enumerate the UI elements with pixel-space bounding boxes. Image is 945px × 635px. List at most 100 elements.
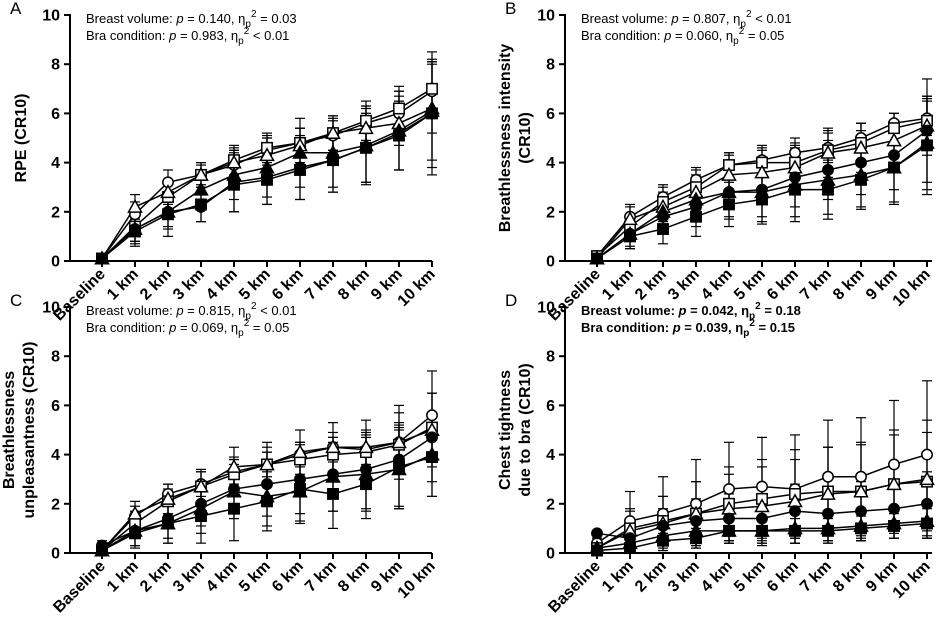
y-tick-label: 2 [51,204,60,221]
x-tick-label-3-km: 3 km [170,558,208,596]
y-tick-label: 8 [546,349,555,366]
data-point-square-open [393,102,405,115]
data-point-triangle-filled [193,181,209,196]
data-point-square-filled [789,183,801,196]
x-tick-label-3-km: 3 km [665,558,703,596]
data-point-triangle-open [259,456,275,471]
data-point-circle-filled [855,156,867,169]
data-point-square-filled [591,544,603,557]
data-point-triangle-open [754,164,770,179]
x-tick-label-8-km: 8 km [830,266,868,304]
data-point-circle-filled [921,497,933,510]
stats-annotation: Bra condition: p = 0.983, ηp2 < 0.01 [86,26,289,47]
x-tick-label-baseline: Baseline [50,558,109,617]
x-tick-label-7-km: 7 km [302,558,340,596]
y-tick-label: 10 [42,8,60,25]
series-markers [589,448,935,557]
x-tick-label-baseline: Baseline [545,558,604,617]
data-point-circle-filled [723,512,735,525]
data-point-square-filled [162,208,174,221]
data-point-circle-filled [822,507,834,520]
stats-annotation: Breast volume: p = 0.140, ηp2 = 0.03 [86,9,297,30]
data-point-circle-filled [756,512,768,525]
y-axis-label: (CR10) [517,112,534,164]
x-tick-label-10-km: 10 km [395,266,439,310]
x-tick-label-6-km: 6 km [764,558,802,596]
data-point-square-filled [426,107,438,120]
x-tick-label-3-km: 3 km [665,266,703,304]
data-point-square-filled [426,451,438,464]
x-tick-label-8-km: 8 km [335,266,373,304]
series-markers [94,82,440,265]
data-point-triangle-open [127,505,143,520]
data-point-circle-filled [888,502,900,515]
y-tick-label: 8 [51,349,60,366]
x-tick-label-6-km: 6 km [764,266,802,304]
x-tick-label-10-km: 10 km [395,558,439,602]
data-point-circle-filled [888,149,900,162]
data-point-square-filled [591,252,603,265]
x-tick-label-6-km: 6 km [269,558,307,596]
data-point-triangle-open [325,125,341,140]
x-tick-label-4-km: 4 km [203,558,241,596]
data-point-triangle-open [721,166,737,181]
data-point-triangle-open [886,476,902,491]
data-point-triangle-open [193,166,209,181]
y-tick-label: 4 [51,447,60,464]
y-tick-label: 0 [546,546,555,563]
data-point-square-filled [327,488,339,500]
data-point-circle-filled [921,124,933,137]
y-tick-label: 4 [546,447,555,464]
data-point-circle-filled [591,527,603,540]
x-tick-label-5-km: 5 km [236,266,274,304]
x-tick-label-4-km: 4 km [203,266,241,304]
x-tick-label-2-km: 2 km [632,266,670,304]
x-tick-label-4-km: 4 km [698,266,736,304]
y-tick-label: 6 [51,106,60,123]
data-point-square-filled [195,198,207,211]
x-tick-label-1-km: 1 km [599,266,637,304]
data-point-triangle-open [160,184,176,199]
data-point-triangle-filled [721,184,737,199]
data-point-triangle-filled [259,159,275,174]
data-point-triangle-open [391,434,407,449]
stats-annotation: Breast volume: p = 0.042, ηp2 = 0.18 [581,301,801,322]
data-point-square-filled [921,517,933,530]
data-point-triangle-filled [325,468,341,483]
data-point-triangle-open [358,120,374,135]
data-point-triangle-open [160,490,176,505]
y-tick-label: 0 [546,254,555,271]
data-point-triangle-open [292,444,308,459]
x-tick-label-2-km: 2 km [137,558,175,596]
y-tick-label: 2 [546,496,555,513]
y-tick-label: 6 [51,398,60,415]
data-point-square-filled [855,522,867,535]
x-tick-label-2-km: 2 km [137,266,175,304]
x-tick-label-7-km: 7 km [797,266,835,304]
data-point-circle-open [822,470,834,483]
data-point-circle-open [921,448,933,461]
y-tick-label: 8 [546,57,555,74]
y-tick-label: 0 [51,546,60,563]
x-tick-label-5-km: 5 km [731,266,769,304]
data-point-circle-filled [261,478,273,491]
x-tick-label-1-km: 1 km [599,558,637,596]
x-tick-label-5-km: 5 km [731,558,769,596]
data-point-square-filled [822,183,834,196]
data-point-square-filled [789,524,801,537]
data-point-circle-open [756,480,768,493]
data-point-square-filled [360,478,372,491]
data-point-circle-filled [294,473,306,486]
y-tick-label: 4 [546,155,555,172]
x-tick-label-5-km: 5 km [236,558,274,596]
data-point-square-filled [624,542,636,555]
data-point-square-open [888,122,900,135]
data-point-square-filled [690,532,702,545]
data-point-circle-open [723,483,735,495]
data-point-square-filled [855,173,867,186]
y-axis-label: Breathlessness [1,371,18,489]
data-point-triangle-filled [688,191,704,206]
data-point-circle-filled [855,505,867,518]
